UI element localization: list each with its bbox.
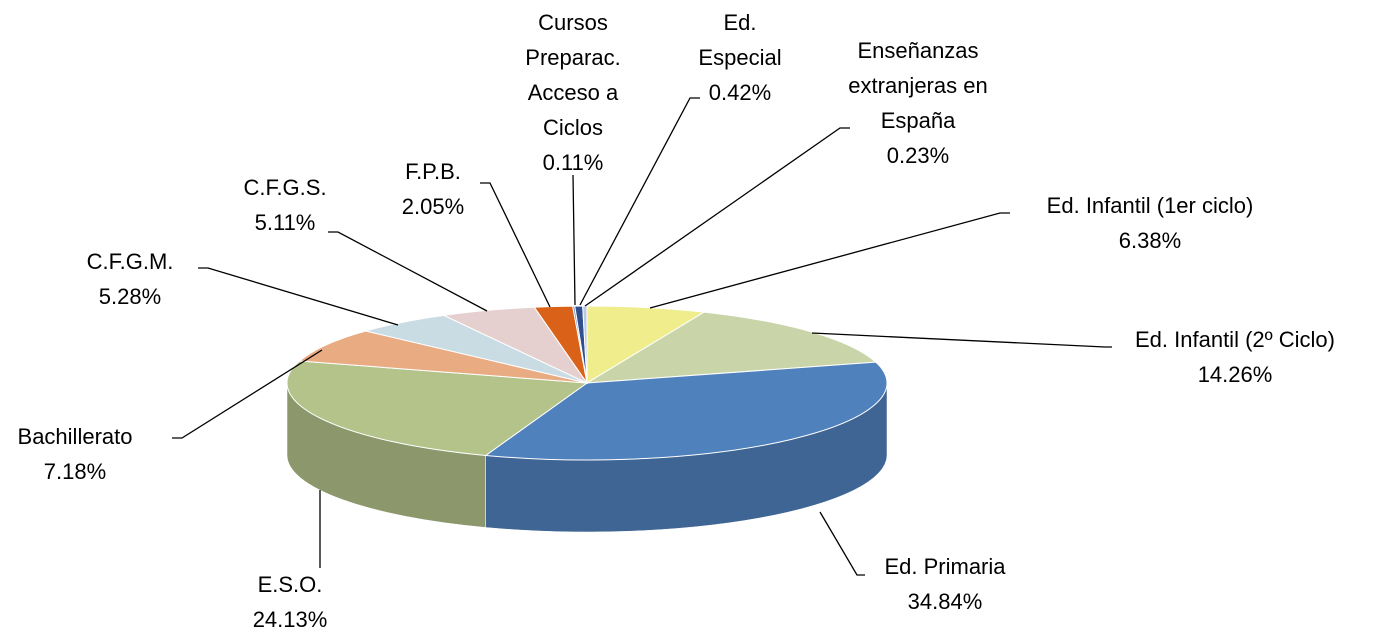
- category-label: Enseñanzas extranjeras en España: [848, 38, 988, 133]
- slice: [582, 305, 588, 384]
- slice: [298, 330, 588, 384]
- leader-line: [572, 174, 576, 306]
- value-label: 0.11%: [542, 150, 604, 175]
- category-label: Cursos Preparac. Acceso a Ciclos: [525, 10, 621, 140]
- value-label: 7.18%: [43, 459, 107, 484]
- leader-line: [584, 127, 850, 307]
- slice-label: C.F.G.M. 5.28%: [87, 244, 174, 314]
- slice-label: C.F.G.S. 5.11%: [243, 170, 326, 240]
- leader-line: [480, 182, 551, 308]
- leader-line: [172, 349, 323, 439]
- leader-line: [328, 231, 488, 312]
- value-label: 24.13%: [252, 607, 328, 632]
- category-label: C.F.G.M.: [86, 249, 174, 274]
- value-label: 14.26%: [1197, 362, 1273, 387]
- leader-line: [819, 511, 865, 576]
- category-label: Ed. Infantil (2º Ciclo): [1135, 327, 1335, 352]
- category-label: F.P.B.: [405, 159, 461, 184]
- slice-label: Cursos Preparac. Acceso a Ciclos 0.11%: [518, 5, 628, 180]
- leader-line: [811, 332, 1112, 348]
- slice-label: Ed. Infantil (2º Ciclo) 14.26%: [1135, 322, 1335, 392]
- slice: [586, 305, 706, 384]
- category-label: E.S.O.: [257, 572, 323, 597]
- value-label: 0.23%: [886, 143, 950, 168]
- slice: [484, 361, 888, 461]
- slice-label: E.S.O. 24.13%: [253, 567, 328, 637]
- slice: [286, 360, 589, 456]
- category-label: Ed. Primaria: [884, 554, 1006, 579]
- slice-label: Ed. Primaria 34.84%: [884, 549, 1005, 619]
- leader-line: [579, 97, 700, 306]
- category-label: Bachillerato: [17, 424, 133, 449]
- value-label: 34.84%: [907, 589, 983, 614]
- leader-line: [198, 267, 399, 326]
- value-label: 0.42%: [708, 80, 772, 105]
- slice-label: Enseñanzas extranjeras en España 0.23%: [848, 33, 988, 173]
- value-label: 6.38%: [1118, 228, 1182, 253]
- category-label: Ed. Infantil (1er ciclo): [1046, 193, 1254, 218]
- value-label: 5.28%: [98, 284, 162, 309]
- slice: [586, 311, 878, 384]
- slice-label: F.P.B. 2.05%: [402, 154, 464, 224]
- slice-label: Bachillerato 7.18%: [18, 419, 133, 489]
- slice-label: Ed. Infantil (1er ciclo) 6.38%: [1047, 188, 1254, 258]
- leader-line: [649, 212, 1010, 309]
- value-label: 5.11%: [254, 210, 316, 235]
- category-label: Ed. Especial: [698, 10, 782, 70]
- value-label: 2.05%: [401, 194, 465, 219]
- category-label: C.F.G.S.: [243, 175, 327, 200]
- slice-label: Ed. Especial 0.42%: [685, 5, 795, 110]
